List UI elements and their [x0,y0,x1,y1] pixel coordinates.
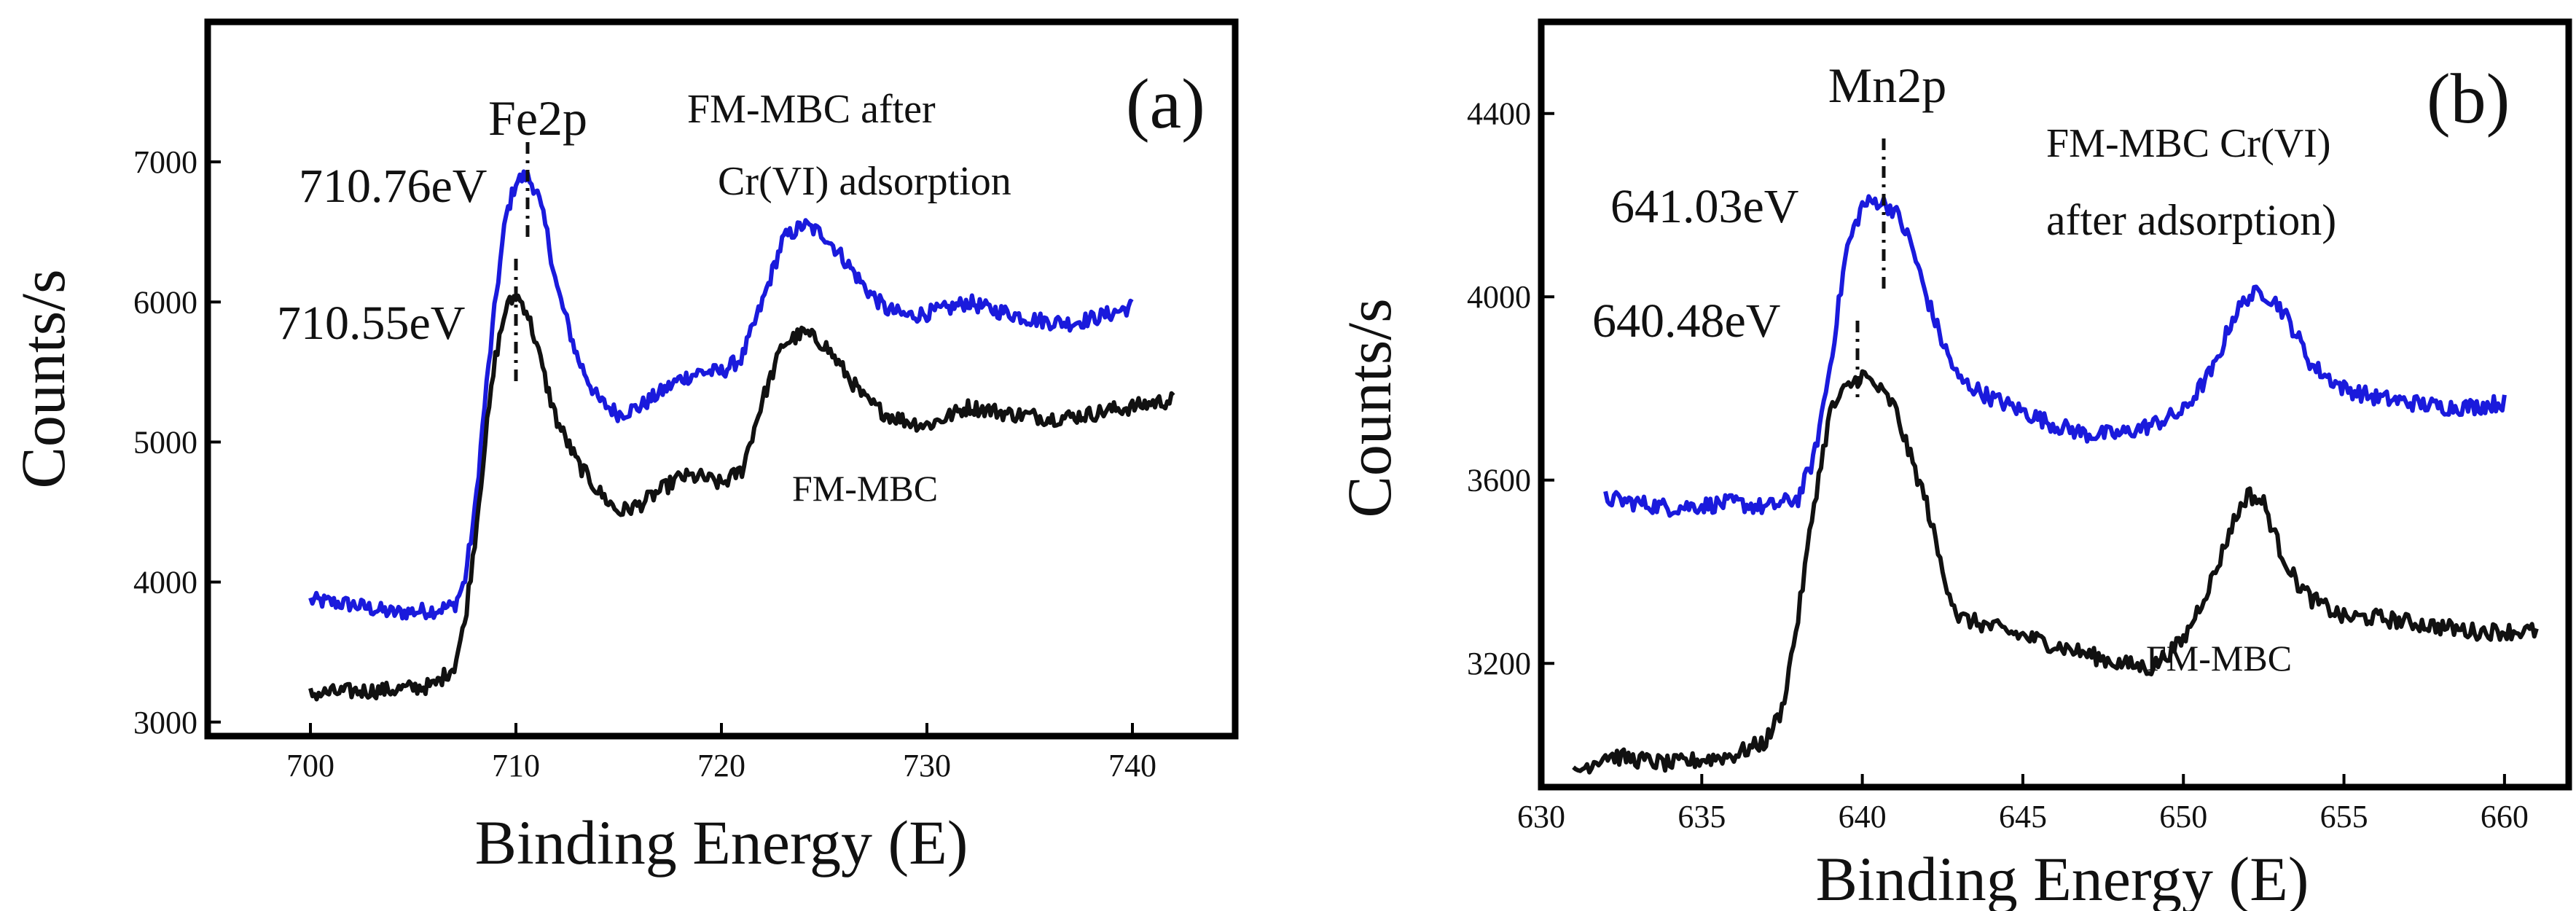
panel-b-x-tick-label: 630 [1517,799,1565,834]
panel-a-series [308,169,1175,702]
panel-b-x-tick-label: 650 [2159,799,2207,834]
panel-b-x-tick-label: 660 [2481,799,2529,834]
panel-a-y-tick-label: 4000 [133,565,197,601]
panel-a-x-tick-label: 720 [697,748,745,783]
panel-a-series-fm-mbc [308,293,1175,702]
panel-b-annotation-fm-mbc: FM-MBC [2146,638,2292,679]
panel-b-y-tick-label: 3600 [1467,463,1531,498]
panel-b-annotation-mn2p: Mn2p [1828,58,1946,113]
panel-a-annotation-fm-mbc-after: FM-MBC after [687,87,936,132]
panel-b-series-after-adsorption [1603,194,2507,518]
panel-b-series-fm-mbc [1572,369,2539,775]
panel-a-y-tick-label: 5000 [133,424,197,460]
panel-a-x-tick-label: 700 [286,748,334,783]
panel-a-annotation-fe2p: Fe2p [488,90,587,146]
panel-b-x-axis-title: Binding Energy (E) [1816,844,2309,911]
panel-a-x-tick-label: 710 [492,748,540,783]
panel-b-annotation-fm-mbc-cr-vi: FM-MBC Cr(VI) [2046,121,2330,166]
panel-b-ticks: 630 635 640 645 650 655 660 3200 3600 4000 4400 [1467,96,2529,834]
panel-b-x-tick-label: 645 [1999,799,2047,834]
panel-b-x-tick-label: 655 [2320,799,2368,834]
panel-a-y-tick-label: 7000 [133,144,197,180]
panel-b-x-tick-label: 640 [1839,799,1887,834]
panel-a: 700 710 720 730 740 3000 4000 5000 6000 7000 Bind… [8,18,1239,877]
panel-b-annotation-640-48ev: 640.48eV [1592,294,1780,348]
panel-b-annotation-after-adsorption: after adsorption) [2046,196,2336,244]
panel-b-x-tick-label: 635 [1677,799,1726,834]
panel-a-annotation-710-76ev: 710.76eV [299,160,487,213]
panel-b-y-tick-label: 3200 [1467,646,1531,681]
panel-a-y-tick-label: 3000 [133,705,197,740]
panel-a-y-axis-title: Counts/s [8,269,78,488]
panel-a-x-axis-title: Binding Energy (E) [475,808,968,877]
panel-b-y-tick-label: 4000 [1467,279,1531,315]
panel-a-label: (a) [1126,65,1205,144]
panel-a-x-tick-label: 730 [903,748,951,783]
panel-b-label: (b) [2427,60,2510,138]
panel-b-y-axis-title: Counts/s [1334,298,1404,517]
panel-a-x-tick-label: 740 [1108,748,1156,783]
panel-b-plot-frame [1538,18,2572,791]
panel-a-y-tick-label: 6000 [133,284,197,320]
panel-b-series [1572,194,2539,775]
panel-a-annotation-710-55ev: 710.55eV [277,297,465,350]
panel-a-plot-frame [204,18,1239,740]
panel-a-ticks: 700 710 720 730 740 3000 4000 5000 6000 7000 [133,144,1156,783]
panel-b: 630 635 640 645 650 655 660 3200 3600 4000 4400 Bi… [1334,18,2572,911]
panel-a-series-after-adsorption [308,169,1134,621]
panel-b-annotation-641-03ev: 641.03eV [1610,180,1798,233]
panel-a-annotation-fm-mbc: FM-MBC [792,468,938,509]
panel-b-y-tick-label: 4400 [1467,96,1531,132]
panel-a-annotation-cr-vi-adsorption: Cr(VI) adsorption [718,159,1011,204]
